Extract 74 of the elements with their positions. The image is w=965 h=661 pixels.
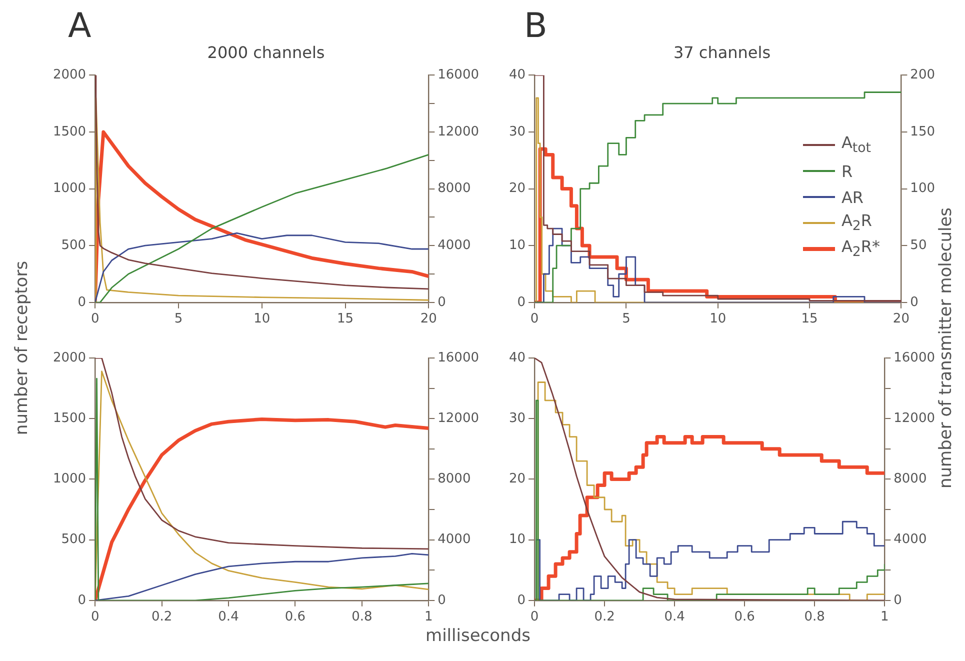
x-tick-label: 10 bbox=[254, 312, 270, 327]
y-tick-label: 30 bbox=[508, 410, 526, 426]
y2-tick-label: 0 bbox=[910, 294, 918, 310]
legend-label: A$_{tot}$ bbox=[841, 133, 871, 157]
y2-tick-label: 8000 bbox=[894, 472, 927, 487]
y2-tick-label: 0 bbox=[438, 294, 446, 310]
x-tick-label: 0 bbox=[530, 312, 539, 327]
x-tick-label: 0.8 bbox=[352, 610, 372, 625]
y-tick-label: 1500 bbox=[52, 124, 86, 140]
x-tick-label: 20 bbox=[420, 312, 437, 327]
y-tick-label: 0 bbox=[517, 294, 526, 310]
y2-tick-label: 150 bbox=[910, 124, 936, 140]
y2-tick-label: 100 bbox=[910, 181, 936, 196]
chart-title: 37 channels bbox=[673, 42, 771, 62]
legend-label: A$_{2}$R bbox=[841, 211, 872, 235]
x-tick-label: 0.6 bbox=[734, 610, 755, 625]
y-tick-label: 1500 bbox=[52, 410, 86, 426]
x-tick-label: 0.6 bbox=[284, 610, 306, 625]
legend-label: AR bbox=[841, 188, 864, 206]
y2-tick-label: 12000 bbox=[894, 410, 936, 426]
x-tick-label: 0 bbox=[90, 610, 100, 625]
x-tick-label: 15 bbox=[336, 312, 354, 327]
y-tick-label: 500 bbox=[61, 532, 86, 548]
y-tick-label: 10 bbox=[508, 238, 526, 253]
x-tick-label: 0.2 bbox=[594, 610, 615, 625]
y2-tick-label: 16000 bbox=[438, 68, 480, 83]
y2-axis-title: number of transmitter molecules bbox=[936, 207, 956, 489]
x-tick-label: 0.8 bbox=[804, 610, 825, 625]
y2-tick-label: 50 bbox=[910, 238, 927, 253]
x-tick-label: 5 bbox=[622, 312, 630, 327]
y-tick-label: 20 bbox=[508, 181, 526, 196]
y2-tick-label: 16000 bbox=[894, 350, 936, 366]
y-axis-title: number of receptors bbox=[12, 260, 32, 436]
y2-tick-label: 8000 bbox=[438, 181, 471, 196]
legend-label: R bbox=[841, 162, 853, 180]
y2-tick-label: 4000 bbox=[894, 532, 927, 548]
legend-label: A$_{2}$R* bbox=[841, 237, 880, 261]
x-tick-label: 0.2 bbox=[151, 610, 172, 625]
x-tick-label: 1 bbox=[880, 610, 889, 625]
y-tick-label: 0 bbox=[78, 294, 86, 310]
y-tick-label: 0 bbox=[78, 592, 86, 608]
y2-tick-label: 4000 bbox=[438, 532, 471, 548]
y-tick-label: 40 bbox=[508, 68, 526, 83]
text: B bbox=[524, 6, 548, 46]
y2-tick-label: 8000 bbox=[438, 472, 471, 487]
x-tick-label: 5 bbox=[174, 312, 183, 327]
y-tick-label: 40 bbox=[508, 350, 526, 366]
x-tick-label: 0 bbox=[90, 312, 100, 327]
y-tick-label: 30 bbox=[508, 124, 526, 140]
y2-tick-label: 200 bbox=[910, 68, 936, 83]
x-tick-label: 0.4 bbox=[664, 610, 685, 625]
y2-tick-label: 16000 bbox=[438, 350, 480, 366]
y2-tick-label: 12000 bbox=[438, 410, 480, 426]
y2-tick-label: 0 bbox=[894, 592, 902, 608]
y-tick-label: 20 bbox=[508, 472, 526, 487]
y2-tick-label: 0 bbox=[438, 592, 446, 608]
x-tick-label: 1 bbox=[424, 610, 433, 625]
y-tick-label: 2000 bbox=[52, 350, 86, 366]
y-tick-label: 2000 bbox=[52, 68, 86, 83]
x-axis-title: milliseconds bbox=[426, 626, 530, 646]
text: A bbox=[68, 6, 92, 46]
x-tick-label: 0.4 bbox=[218, 610, 239, 625]
y2-tick-label: 4000 bbox=[438, 238, 471, 253]
x-tick-label: 20 bbox=[892, 312, 910, 327]
y2-tick-label: 12000 bbox=[438, 124, 480, 140]
x-tick-label: 15 bbox=[801, 312, 818, 327]
chart-title: 2000 channels bbox=[207, 42, 325, 62]
x-tick-label: 0 bbox=[530, 610, 539, 625]
y-tick-label: 1000 bbox=[52, 472, 86, 487]
y-tick-label: 10 bbox=[508, 532, 526, 548]
y-tick-label: 0 bbox=[517, 592, 526, 608]
x-tick-label: 10 bbox=[710, 312, 726, 327]
y-tick-label: 500 bbox=[61, 238, 86, 253]
y-tick-label: 1000 bbox=[52, 181, 86, 196]
